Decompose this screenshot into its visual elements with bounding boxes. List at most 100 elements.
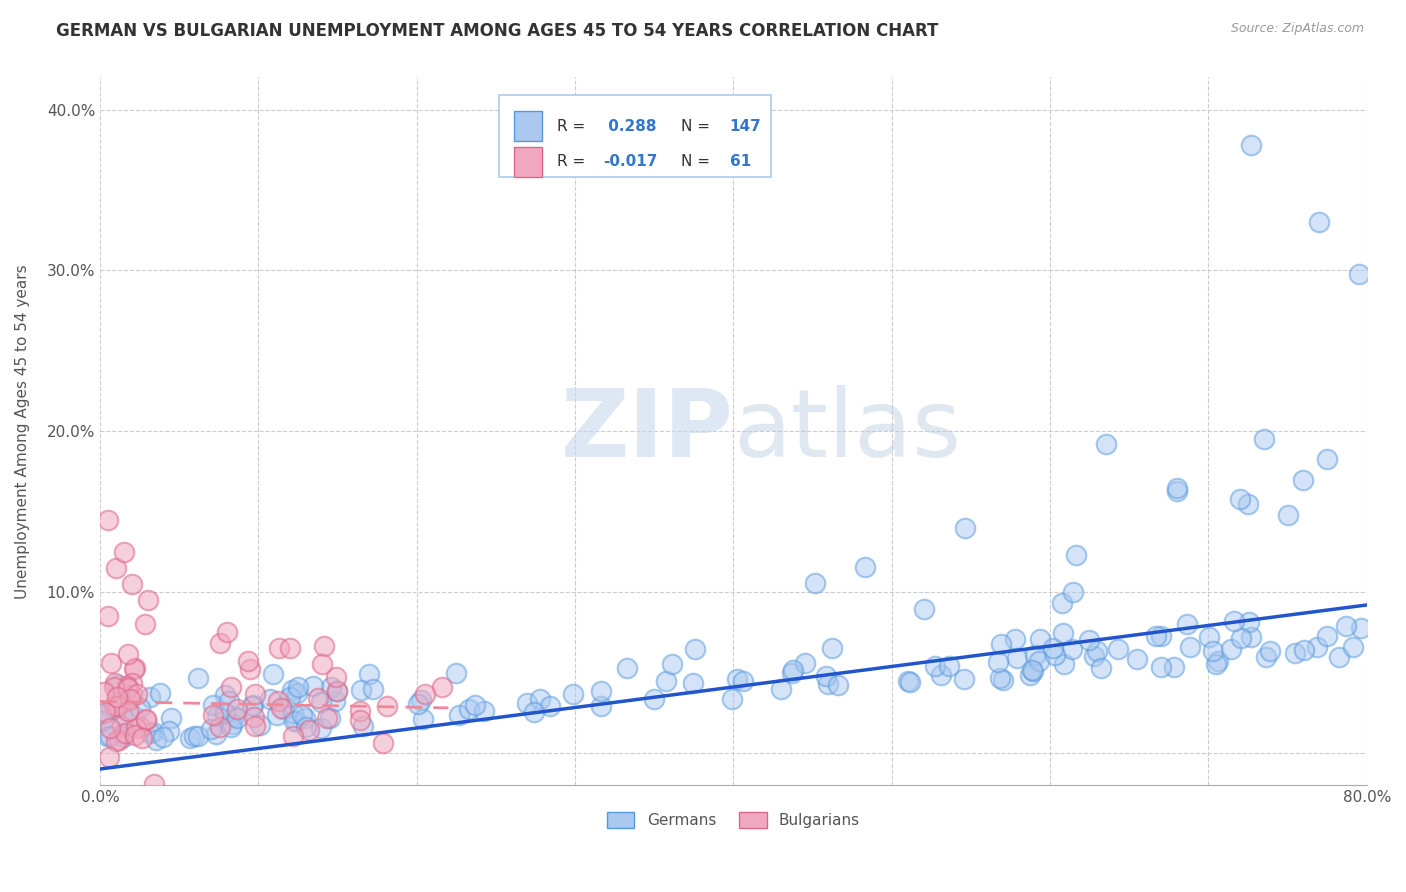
Point — [143, 777, 166, 791]
Point — [377, 699, 399, 714]
Point — [202, 698, 225, 712]
Point — [262, 667, 284, 681]
Point — [1343, 640, 1365, 654]
Point — [321, 681, 343, 695]
Point — [152, 731, 174, 745]
Point — [104, 675, 127, 690]
Point — [1163, 660, 1185, 674]
Point — [111, 719, 134, 733]
Point — [1292, 643, 1315, 657]
Point — [128, 701, 150, 715]
Point — [1126, 652, 1149, 666]
Point — [782, 665, 804, 680]
Point — [770, 681, 793, 696]
Text: N =: N = — [682, 119, 716, 134]
Point — [125, 721, 148, 735]
Text: R =: R = — [557, 119, 591, 134]
Point — [243, 687, 266, 701]
Point — [683, 641, 706, 656]
Point — [221, 681, 243, 695]
Point — [312, 639, 335, 653]
Point — [898, 675, 921, 690]
Point — [912, 602, 935, 616]
Point — [281, 682, 304, 697]
Point — [725, 672, 748, 686]
Point — [538, 698, 561, 713]
Text: ZIP: ZIP — [561, 385, 734, 477]
Point — [90, 707, 112, 722]
Point — [105, 698, 128, 713]
Point — [529, 691, 551, 706]
Point — [90, 714, 112, 728]
Point — [100, 702, 122, 716]
Point — [325, 670, 347, 684]
Point — [562, 687, 585, 701]
Point — [1277, 508, 1299, 522]
Point — [120, 691, 142, 706]
Point — [236, 654, 259, 668]
Point — [259, 692, 281, 706]
Point — [411, 693, 433, 707]
Point — [125, 687, 148, 701]
Point — [1144, 629, 1167, 643]
Point — [1060, 642, 1083, 657]
Point — [955, 521, 977, 535]
Point — [117, 647, 139, 661]
Point — [1239, 615, 1261, 630]
Point — [1316, 629, 1339, 643]
Point — [803, 576, 825, 591]
Point — [1350, 621, 1372, 635]
Legend: Germans, Bulgarians: Germans, Bulgarians — [600, 805, 866, 834]
Bar — [515, 147, 543, 177]
Point — [105, 733, 128, 747]
Point — [1085, 644, 1108, 658]
Point — [112, 730, 135, 744]
Point — [793, 656, 815, 670]
Point — [1316, 451, 1339, 466]
Point — [269, 640, 291, 655]
Point — [1180, 640, 1202, 654]
Point — [827, 678, 849, 692]
Point — [326, 684, 349, 698]
Point — [278, 641, 301, 656]
Point — [315, 711, 337, 725]
Point — [643, 692, 665, 706]
Point — [1223, 614, 1246, 628]
Point — [97, 513, 120, 527]
Point — [1052, 657, 1074, 671]
Point — [1024, 648, 1046, 662]
Point — [323, 693, 346, 707]
Point — [444, 666, 467, 681]
Point — [285, 686, 308, 700]
Point — [1064, 548, 1087, 562]
Point — [129, 720, 152, 734]
Point — [111, 727, 134, 741]
Point — [100, 656, 122, 670]
Point — [187, 729, 209, 743]
Point — [616, 661, 638, 675]
Point — [821, 641, 844, 656]
Point — [661, 657, 683, 671]
Text: 0.288: 0.288 — [603, 119, 657, 134]
Point — [1175, 616, 1198, 631]
Point — [202, 707, 225, 722]
Point — [319, 711, 342, 725]
Point — [100, 721, 122, 735]
Point — [413, 687, 436, 701]
Point — [990, 637, 1012, 651]
Point — [352, 718, 374, 732]
Point — [302, 679, 325, 693]
Point — [135, 713, 157, 727]
Point — [782, 663, 804, 677]
Point — [412, 713, 434, 727]
Point — [219, 720, 242, 734]
Point — [270, 701, 292, 715]
Point — [124, 661, 146, 675]
Point — [589, 698, 612, 713]
Point — [1094, 437, 1116, 451]
Point — [121, 676, 143, 690]
Point — [1256, 649, 1278, 664]
Point — [1327, 649, 1350, 664]
Point — [159, 711, 181, 725]
Point — [285, 714, 308, 728]
